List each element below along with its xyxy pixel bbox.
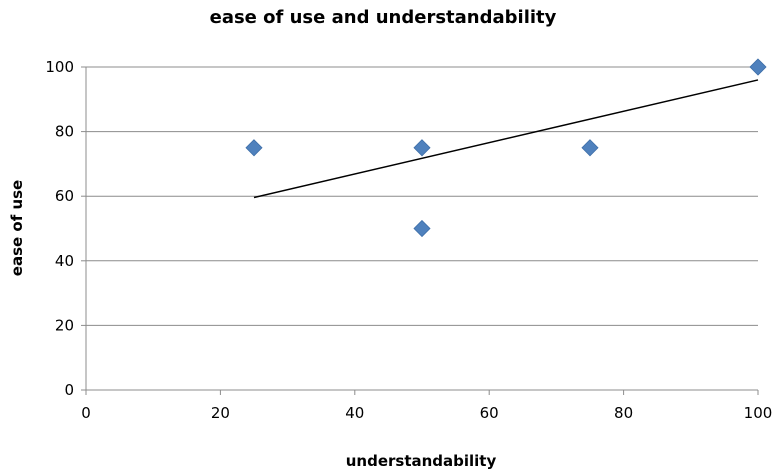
- data-point: [413, 139, 431, 157]
- x-tick-label: 40: [345, 404, 364, 422]
- y-tick-labels: 0 20 40 60 80 100: [45, 58, 74, 399]
- axes: [81, 66, 759, 395]
- x-tick-label: 0: [81, 404, 91, 422]
- y-axis-title: ease of use: [8, 180, 26, 276]
- x-tick-label: 60: [480, 404, 499, 422]
- y-tick-label: 60: [55, 187, 74, 205]
- x-tick-label: 20: [211, 404, 230, 422]
- x-axis-title: understandability: [346, 452, 497, 470]
- chart-title: ease of use and understandability: [210, 7, 557, 28]
- y-tick-label: 20: [55, 316, 74, 334]
- data-point: [581, 139, 599, 157]
- y-tick-label: 80: [55, 123, 74, 141]
- trendline-group: [253, 79, 759, 199]
- x-tick-label: 80: [614, 404, 633, 422]
- data-point: [413, 219, 431, 238]
- trendline: [253, 79, 759, 199]
- x-tick-label: 100: [744, 404, 773, 422]
- y-tick-label: 40: [55, 252, 74, 270]
- data-points: [245, 58, 767, 238]
- y-tick-label: 0: [64, 381, 74, 399]
- data-point: [245, 139, 263, 157]
- x-tick-labels: 0 20 40 60 80 100: [81, 404, 772, 422]
- y-tick-label: 100: [45, 58, 74, 76]
- data-point: [749, 58, 767, 76]
- gridlines: [86, 66, 758, 326]
